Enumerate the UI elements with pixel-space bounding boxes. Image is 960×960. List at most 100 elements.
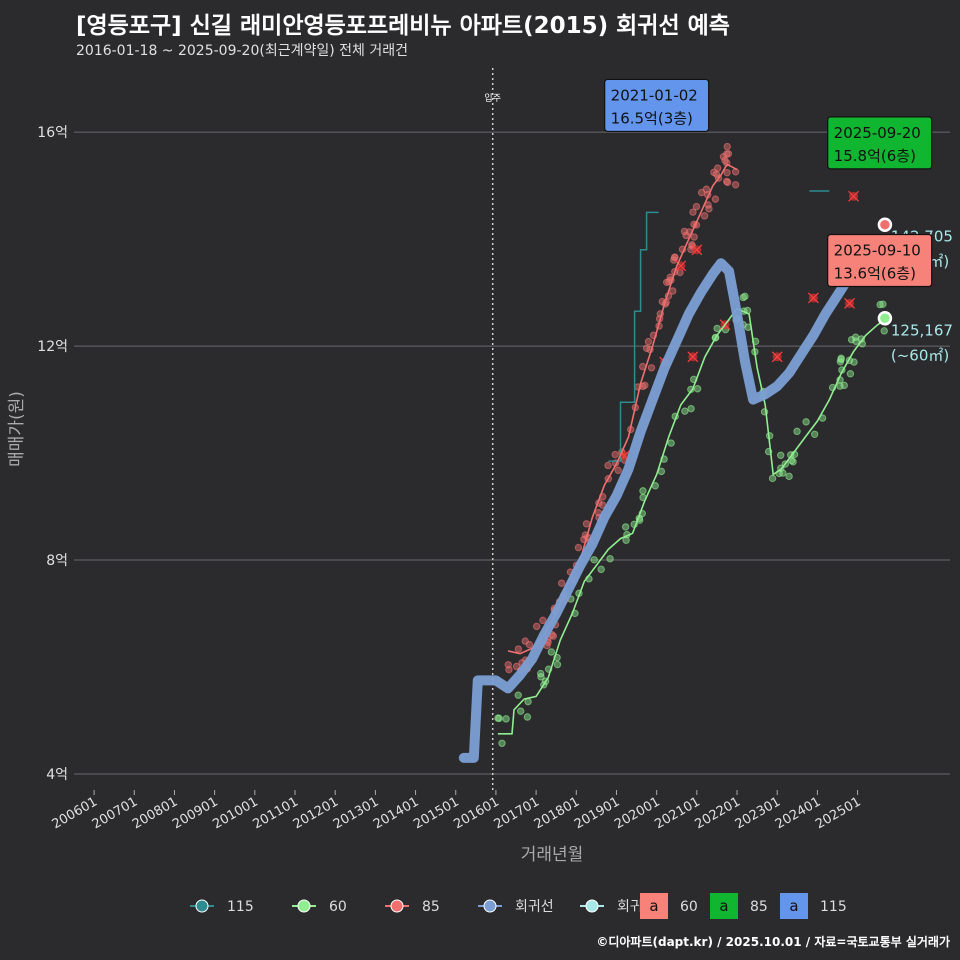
scatter-point-s85 [689,208,697,216]
move-in-label: 입주 [484,92,501,104]
highlight-cross [687,351,699,363]
scatter-point-s85 [557,579,566,587]
scatter-point-s85 [504,661,512,669]
legend-box-glyph: a [789,897,798,915]
scatter-point-s85 [723,142,731,151]
x-tick-label: 202201 [693,794,743,832]
annotation-box: 2025-09-10 13.6억(6층) [827,233,933,288]
legend-key [483,899,497,913]
scatter-point-s60 [836,358,845,366]
legend-label: 60 [329,899,347,915]
legend-key [585,899,599,913]
scatter-point-s85 [670,253,679,262]
series-115-line [608,211,659,462]
x-tick-label: 202501 [813,794,863,832]
scatter-point-s85 [722,177,731,186]
legend-box-glyph: a [719,897,728,915]
x-tick-label: 200801 [130,794,180,832]
x-tick-label: 201401 [371,794,421,832]
x-tick-label: 201501 [411,794,461,832]
highlight-point [691,244,703,256]
scatter-point-s85 [604,461,612,470]
x-axis-title: 거래년월 [521,845,584,865]
x-tick-label: 201001 [210,794,260,832]
scatter-point-s85 [539,616,547,625]
chart-caption: ©디아파트(dapt.kr) / 2025.10.01 / 자료=국토교통부 실… [596,935,950,949]
annotation-price: 16.5억(3층) [611,109,693,127]
scatter-point-s60 [785,472,793,481]
scatter-point-s60 [502,715,510,723]
scatter-point-s60 [523,713,532,721]
scatter-point-s60 [667,439,675,447]
scatter-point-s85 [582,520,591,528]
scatter-point-s60 [847,335,856,344]
scatter-points [494,142,888,747]
annotation-rect [827,116,933,170]
highlight-point [771,351,783,363]
scatter-point-s85 [702,185,711,193]
scatter-point-s85 [690,233,698,241]
chart-subtitle: 2016-01-18 ~ 2025-09-20(최근계약일) 전체 거래건 [76,43,408,59]
scatter-point-s60 [606,555,614,563]
x-tick-label: 202001 [612,794,662,832]
x-tick-label: 202301 [733,794,783,832]
scatter-point-s60 [590,556,598,564]
annotation-rect [604,78,710,133]
scatter-point-s60 [498,739,506,747]
legend-box-label: 115 [820,899,847,915]
scatter-point-s60 [681,407,689,415]
scatter-point-s85 [549,632,558,640]
forecast-point [877,217,893,232]
scatter-point-s60 [713,324,721,333]
scatter-point-s60 [693,385,702,393]
highlight-cross [844,297,855,309]
y-tick-label: 4억 [46,767,68,783]
legend-key [390,899,404,913]
legend-box-label: 60 [680,899,698,915]
x-tick-label: 202101 [652,794,702,832]
y-axis-title: 매매가(원) [7,391,27,467]
scatter-point-s60 [880,327,888,335]
x-tick-label: 201201 [291,794,341,832]
x-tick-label: 201901 [572,794,622,832]
highlight-point [687,351,699,363]
highlight-point [844,297,855,309]
legend-label: 115 [227,899,254,915]
x-tick-label: 200901 [170,794,220,832]
scatter-point-s85 [644,337,653,346]
scatter-point-s85 [574,543,583,552]
annotation-box: 2021-01-02 16.5억(3층) [604,78,710,133]
highlight-point [848,190,859,202]
highlight-point [807,292,819,304]
scatter-point-s60 [802,418,810,426]
scatter-point-s60 [846,370,855,378]
x-tick-label: 201301 [331,794,381,832]
annotation-date: 2025-09-10 [834,242,921,260]
scatter-point-s60 [553,660,562,669]
x-tick-label: 201801 [532,794,582,832]
x-tick-label: 201101 [251,794,301,832]
highlight-cross [771,351,783,363]
scatter-point-s60 [514,691,522,699]
scatter-point-s60 [621,523,630,531]
scatter-point-s85 [647,364,656,372]
forecast-unit-label: (~60㎡) [891,346,949,364]
scatter-point-s60 [516,707,525,715]
scatter-point-s85 [641,381,649,389]
x-tick-label: 201701 [492,794,542,832]
legend-box-key [780,893,808,919]
scatter-point-s85 [711,195,720,203]
legend-box-glyph: a [649,897,658,915]
legend-label: 85 [422,899,440,915]
x-tick-label: 200701 [90,794,140,832]
series-60-line [497,307,887,735]
scatter-point-s60 [840,381,848,390]
annotation-box: 2025-09-20 15.8억(6층) [827,116,933,170]
scatter-point-s85 [514,645,523,653]
scatter-point-s60 [547,648,556,656]
scatter-point-s60 [597,565,605,574]
annotation-rect [827,233,933,288]
annotation-date: 2021-01-02 [611,86,698,104]
highlight-cross [807,292,819,304]
